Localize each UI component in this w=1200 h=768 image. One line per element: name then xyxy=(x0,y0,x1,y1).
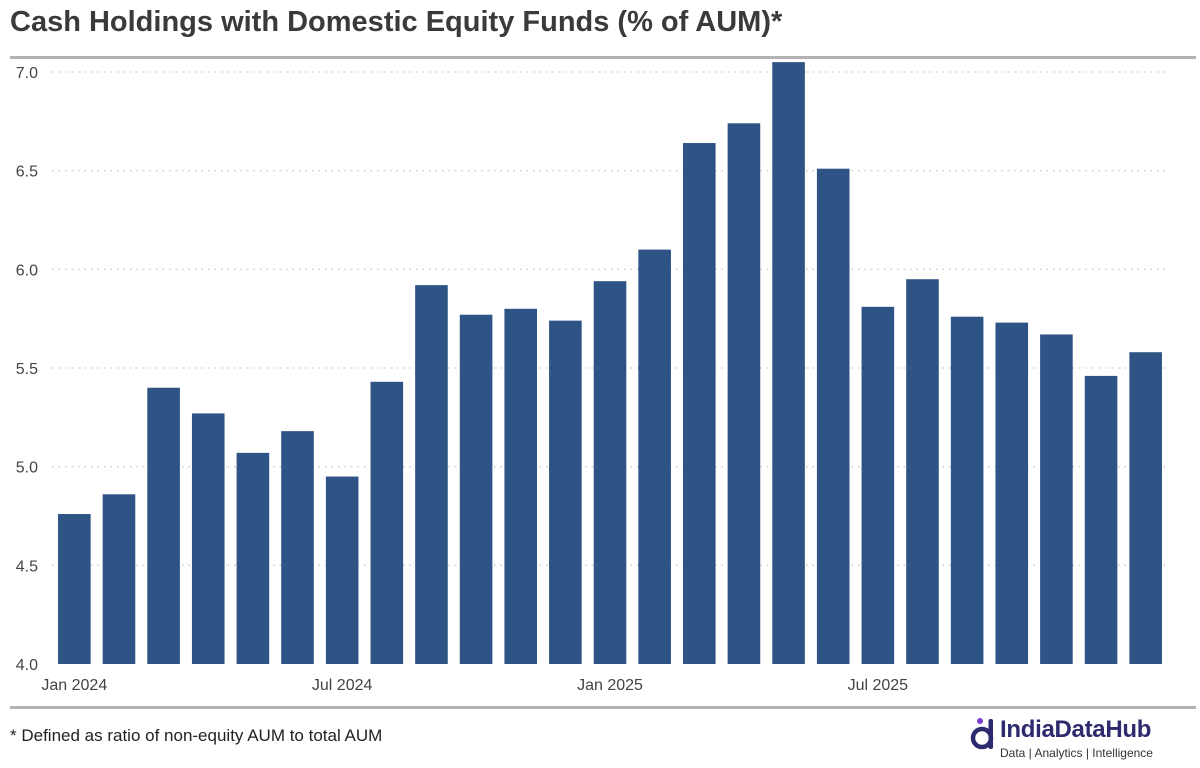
y-tick-label: 6.5 xyxy=(16,164,38,181)
bar xyxy=(1040,334,1073,664)
footnote: * Defined as ratio of non-equity AUM to … xyxy=(10,726,383,745)
y-tick-label: 7.0 xyxy=(16,65,38,82)
bar xyxy=(906,279,939,664)
bar xyxy=(861,306,895,664)
brand-tagline: Data | Analytics | Intelligence xyxy=(1000,746,1153,760)
bar xyxy=(147,387,180,664)
y-tick-label: 6.0 xyxy=(16,262,38,279)
bar xyxy=(950,316,984,664)
y-tick-label: 4.0 xyxy=(16,657,38,674)
bar xyxy=(58,514,91,664)
bar xyxy=(772,62,805,664)
bar xyxy=(415,285,448,664)
brand-logo: IndiaDataHub Data | Analytics | Intellig… xyxy=(966,714,1186,764)
bar xyxy=(816,168,850,664)
bar xyxy=(682,143,716,664)
y-tick-label: 5.0 xyxy=(16,460,38,477)
bar xyxy=(281,431,314,664)
bar xyxy=(727,123,761,664)
y-tick-label: 5.5 xyxy=(16,361,38,378)
bar xyxy=(236,452,270,664)
bars xyxy=(58,62,1162,664)
x-axis-ticks: Jan 2024 Jul 2024 Jan 2025 Jul 2025 xyxy=(41,677,908,694)
bar xyxy=(504,308,538,664)
bar xyxy=(370,381,404,664)
footer-divider xyxy=(10,706,1196,709)
bar xyxy=(459,314,493,664)
bar xyxy=(325,476,359,664)
x-tick-label: Jul 2024 xyxy=(312,677,373,694)
x-tick-label: Jul 2025 xyxy=(848,677,909,694)
brand-name: IndiaDataHub xyxy=(1000,716,1152,743)
bar-chart: 4.04.55.05.56.06.57.0 Jan 2024 Jul 2024 Ja… xyxy=(16,62,1168,694)
bar xyxy=(1084,375,1118,664)
y-axis-ticks: 4.0 4.5 5.0 5.5 6.0 6.5 7.0 xyxy=(16,65,38,674)
bar xyxy=(593,281,627,664)
x-tick-label: Jan 2024 xyxy=(41,677,107,694)
bar xyxy=(638,249,671,664)
chart-title: Cash Holdings with Domestic Equity Funds… xyxy=(10,6,783,38)
bar xyxy=(191,413,225,664)
brand-mark-icon xyxy=(970,718,994,750)
bar xyxy=(995,322,1029,664)
title-divider xyxy=(10,56,1196,59)
y-tick-label: 4.5 xyxy=(16,558,38,575)
bar xyxy=(102,494,136,664)
bar xyxy=(1129,352,1162,664)
x-tick-label: Jan 2025 xyxy=(577,677,643,694)
chart-area: 4.0 4.5 5.0 5.5 6.0 6.5 7.0 Jan 2024 Jul 2024 Ja… xyxy=(0,58,1200,706)
bar xyxy=(549,320,582,664)
